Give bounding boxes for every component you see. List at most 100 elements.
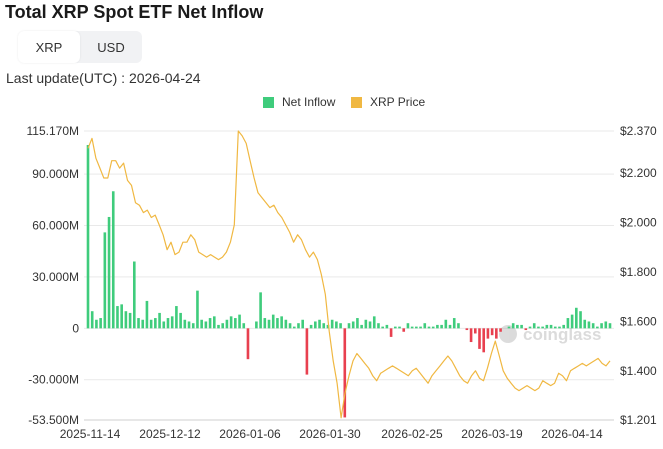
inflow-bar	[263, 318, 267, 329]
y-right-tick-label: $2.000	[620, 215, 657, 229]
last-update-label: Last update(UTC) : 2026-04-24	[6, 70, 201, 86]
inflow-bar	[225, 319, 229, 329]
inflow-bar	[347, 323, 351, 329]
x-tick-label: 2026-03-19	[461, 427, 523, 441]
inflow-bar	[360, 324, 363, 329]
inflow-bar	[570, 314, 574, 329]
inflow-bar	[284, 319, 288, 329]
inflow-bar	[149, 319, 153, 329]
legend-swatch-xrp-price	[351, 97, 362, 108]
inflow-bar	[541, 326, 544, 329]
xrp-price-line	[87, 130, 611, 419]
inflow-bar	[368, 321, 372, 329]
inflow-bar	[95, 319, 98, 329]
y-left-tick-label: 30.000M	[32, 270, 79, 284]
inflow-bar	[436, 324, 439, 329]
outflow-bar	[490, 328, 494, 336]
inflow-bar	[604, 321, 608, 329]
x-tick-label: 2025-12-12	[139, 427, 201, 441]
inflow-bar	[364, 319, 368, 329]
x-tick-label: 2026-01-30	[299, 427, 361, 441]
inflow-bar	[398, 326, 401, 329]
inflow-bar	[579, 311, 582, 329]
inflow-bar	[191, 323, 195, 329]
inflow-bar	[259, 292, 262, 329]
inflow-bar	[267, 319, 271, 329]
coinglass-watermark: coinglass	[499, 325, 601, 344]
inflow-bar	[137, 318, 140, 329]
inflow-bar	[107, 216, 111, 329]
inflow-bar	[170, 316, 174, 329]
inflow-bar	[234, 318, 237, 329]
inflow-bar	[280, 316, 283, 329]
inflow-bar	[444, 319, 448, 329]
inflow-bar	[238, 314, 241, 329]
inflow-bar	[372, 316, 376, 329]
legend-swatch-net-inflow	[263, 97, 274, 108]
outflow-bar	[473, 328, 477, 334]
inflow-bar	[309, 324, 313, 329]
inflow-bar	[562, 324, 565, 329]
inflow-bar	[381, 326, 384, 329]
inflow-bar	[133, 261, 136, 329]
inflow-bar	[356, 318, 359, 329]
inflow-bar	[537, 326, 540, 329]
inflow-bar	[410, 326, 414, 329]
inflow-bar	[427, 326, 431, 329]
inflow-bar	[553, 326, 557, 329]
inflow-bar	[229, 316, 233, 329]
inflow-bar	[103, 232, 107, 329]
unit-option-usd[interactable]: USD	[97, 39, 125, 55]
inflow-bar	[385, 324, 389, 329]
inflow-bar	[242, 323, 246, 329]
inflow-bar	[297, 323, 300, 329]
outflow-bar	[402, 328, 406, 332]
inflow-bar	[276, 318, 279, 329]
inflow-bar	[431, 326, 435, 329]
x-tick-label: 2026-01-06	[219, 427, 281, 441]
outflow-bar	[524, 328, 528, 331]
y-right-tick-label: $2.370	[620, 124, 657, 138]
inflow-bar	[440, 324, 443, 329]
inflow-bar	[292, 326, 296, 329]
unit-option-xrp[interactable]: XRP	[18, 31, 80, 63]
inflow-bar	[326, 324, 330, 329]
inflow-bar	[120, 304, 123, 329]
inflow-bar	[175, 306, 178, 329]
inflow-bar	[141, 319, 145, 329]
inflow-bar	[532, 323, 536, 329]
inflow-bar	[528, 326, 532, 329]
outflow-bar	[343, 328, 347, 418]
inflow-bar	[575, 307, 578, 329]
inflow-bar	[166, 318, 170, 329]
inflow-bar	[587, 321, 591, 329]
inflow-bar	[99, 318, 102, 329]
outflow-bar	[499, 328, 502, 332]
inflow-bar	[406, 323, 410, 329]
outflow-bar	[246, 328, 250, 360]
inflow-bar	[111, 191, 115, 329]
inflow-bar	[179, 312, 182, 329]
y-left-tick-label: 60.000M	[32, 219, 79, 233]
coinglass-logo-icon	[499, 325, 517, 343]
inflow-bar	[452, 318, 456, 329]
outflow-bar	[495, 328, 498, 339]
inflow-bar	[221, 323, 225, 329]
inflow-bar	[600, 323, 603, 329]
outflow-bar	[486, 328, 490, 339]
coinglass-watermark-text: coinglass	[523, 325, 601, 344]
inflow-bar	[183, 319, 187, 329]
inflow-bar	[591, 323, 595, 329]
inflow-bar	[339, 323, 342, 329]
y-right-tick-label: $1.201	[620, 413, 657, 427]
inflow-bar	[457, 323, 460, 329]
inflow-bar	[583, 319, 587, 329]
inflow-bar	[124, 311, 128, 329]
outflow-bar	[469, 328, 473, 343]
inflow-bar	[204, 321, 208, 329]
inflow-bar	[154, 318, 157, 329]
inflow-bar	[318, 319, 321, 329]
chart-title: Total XRP Spot ETF Net Inflow	[5, 2, 264, 22]
outflow-bar	[465, 328, 469, 331]
inflow-bar	[187, 321, 191, 329]
